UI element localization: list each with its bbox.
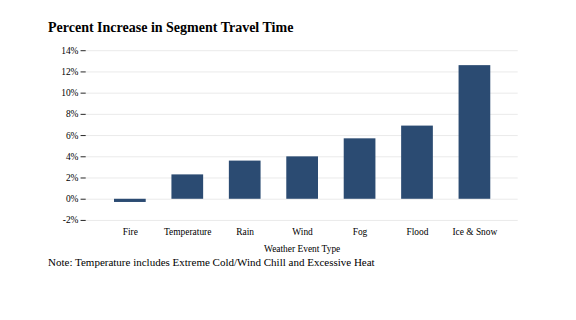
svg-text:12%: 12% xyxy=(61,67,78,77)
svg-text:Wind: Wind xyxy=(292,227,313,237)
svg-text:Fog: Fog xyxy=(353,227,368,237)
svg-text:2%: 2% xyxy=(66,173,79,183)
svg-text:Ice & Snow: Ice & Snow xyxy=(452,227,497,237)
svg-text:Weather Event Type: Weather Event Type xyxy=(264,244,340,254)
svg-text:14%: 14% xyxy=(61,46,78,56)
svg-text:8%: 8% xyxy=(66,109,79,119)
svg-text:6%: 6% xyxy=(66,131,79,141)
svg-text:4%: 4% xyxy=(66,152,79,162)
svg-text:10%: 10% xyxy=(61,88,78,98)
html-text:Note: Temperature includes Ext: Note: Temperature includes Extreme Cold/… xyxy=(48,256,375,269)
svg-text:-2%: -2% xyxy=(63,215,79,225)
html-text:Percent Increase in Segment Tr: Percent Increase in Segment Travel Time xyxy=(48,20,294,35)
svg-text:Temperature: Temperature xyxy=(164,227,211,237)
svg-text:Fire: Fire xyxy=(123,227,138,237)
svg-text:Flood: Flood xyxy=(406,227,428,237)
svg-text:0%: 0% xyxy=(66,194,79,204)
svg-text:Rain: Rain xyxy=(236,227,254,237)
